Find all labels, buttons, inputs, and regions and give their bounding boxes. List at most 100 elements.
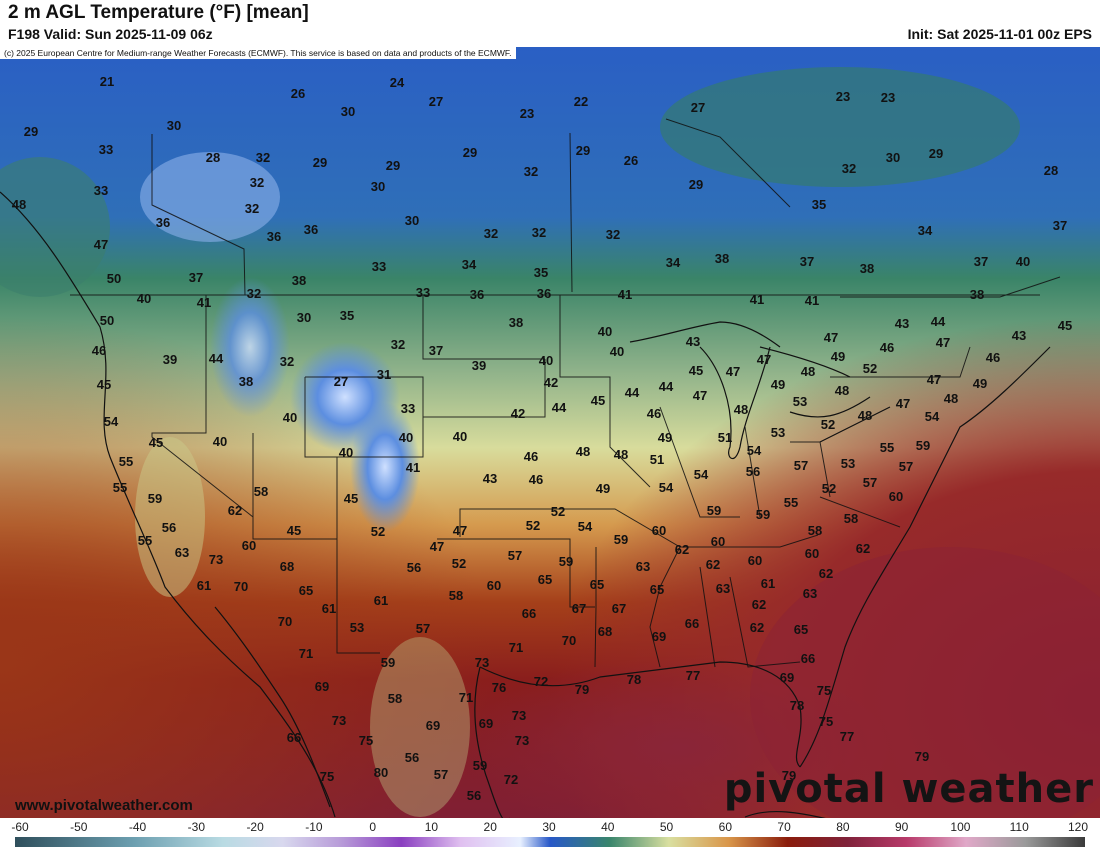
temperature-label: 36 xyxy=(537,286,551,301)
temperature-label: 48 xyxy=(614,447,628,462)
temperature-label: 46 xyxy=(880,340,894,355)
temperature-label: 60 xyxy=(652,523,666,538)
temperature-label: 40 xyxy=(539,353,553,368)
init-time: Init: Sat 2025-11-01 00z EPS xyxy=(907,26,1092,42)
temperature-label: 28 xyxy=(206,150,220,165)
temperature-label: 59 xyxy=(614,532,628,547)
temperature-label: 38 xyxy=(860,261,874,276)
colorbar-tick-label: 20 xyxy=(483,820,497,834)
temperature-label: 29 xyxy=(463,145,477,160)
temperature-label: 68 xyxy=(598,624,612,639)
temperature-label: 65 xyxy=(299,583,313,598)
temperature-label: 45 xyxy=(97,377,111,392)
temperature-map[interactable]: 21 29 30 26 24 27 30 23 22 27 23 23 33 28 32 29 29 29 29 26… xyxy=(0,47,1100,818)
temperature-label: 35 xyxy=(534,265,548,280)
temperature-label: 46 xyxy=(986,350,1000,365)
temperature-label: 58 xyxy=(388,691,402,706)
temperature-label: 52 xyxy=(863,361,877,376)
temperature-label: 57 xyxy=(899,459,913,474)
temperature-label: 39 xyxy=(472,358,486,373)
colorbar-tick-label: -50 xyxy=(70,820,88,834)
temperature-label: 75 xyxy=(359,733,373,748)
temperature-label: 48 xyxy=(858,408,872,423)
temperature-label: 45 xyxy=(149,435,163,450)
colorbar-tick-label: 80 xyxy=(836,820,850,834)
temperature-label: 31 xyxy=(377,367,391,382)
temperature-label: 29 xyxy=(313,155,327,170)
temperature-label: 66 xyxy=(801,651,815,666)
temperature-label: 66 xyxy=(685,616,699,631)
temperature-label: 61 xyxy=(374,593,388,608)
temperature-label: 30 xyxy=(167,118,181,133)
temperature-label: 53 xyxy=(771,425,785,440)
temperature-label: 32 xyxy=(250,175,264,190)
temperature-label: 37 xyxy=(800,254,814,269)
temperature-label: 79 xyxy=(915,749,929,764)
temperature-label: 40 xyxy=(137,291,151,306)
temperature-label: 53 xyxy=(350,620,364,635)
temperature-label: 56 xyxy=(407,560,421,575)
temperature-label: 56 xyxy=(746,464,760,479)
colorbar-tick-label: 30 xyxy=(542,820,556,834)
temperature-label: 46 xyxy=(524,449,538,464)
temperature-label: 49 xyxy=(771,377,785,392)
temperature-label: 26 xyxy=(291,86,305,101)
temperature-label: 47 xyxy=(430,539,444,554)
temperature-label: 37 xyxy=(189,270,203,285)
temperature-label: 58 xyxy=(254,484,268,499)
temperature-label: 73 xyxy=(515,733,529,748)
temperature-label: 38 xyxy=(970,287,984,302)
website-link[interactable]: www.pivotalweather.com xyxy=(15,797,193,814)
temperature-label: 48 xyxy=(835,383,849,398)
temperature-label: 60 xyxy=(889,489,903,504)
temperature-label: 36 xyxy=(267,229,281,244)
temperature-label: 33 xyxy=(416,285,430,300)
temperature-label: 27 xyxy=(334,374,348,389)
temperature-label: 60 xyxy=(805,546,819,561)
temperature-label: 32 xyxy=(247,286,261,301)
temperature-label: 37 xyxy=(1053,218,1067,233)
temperature-label: 47 xyxy=(94,237,108,252)
temperature-label: 63 xyxy=(803,586,817,601)
temperature-label: 39 xyxy=(163,352,177,367)
colorbar-legend: -60 -50 -40 -30 -20 -10 0 10 20 30 40 50 60 70 80 90 100… xyxy=(0,818,1100,850)
temperature-label: 38 xyxy=(239,374,253,389)
temperature-label: 59 xyxy=(148,491,162,506)
temperature-label: 70 xyxy=(234,579,248,594)
temperature-label: 45 xyxy=(344,491,358,506)
temperature-label: 69 xyxy=(479,716,493,731)
temperature-label: 54 xyxy=(747,443,762,458)
temperature-label: 52 xyxy=(822,481,836,496)
temperature-label: 65 xyxy=(538,572,552,587)
temperature-label: 41 xyxy=(750,292,764,307)
temperature-label: 65 xyxy=(650,582,664,597)
temperature-label: 45 xyxy=(689,363,703,378)
temperature-label: 66 xyxy=(287,730,301,745)
colorbar-tick-label: -30 xyxy=(187,820,205,834)
colorbar-tick-label: 110 xyxy=(1009,820,1029,834)
temperature-label: 49 xyxy=(658,430,672,445)
colorbar-tick-label: 120 xyxy=(1067,820,1089,834)
temperature-label: 29 xyxy=(24,124,38,139)
temperature-label: 44 xyxy=(625,385,640,400)
temperature-label: 36 xyxy=(156,215,170,230)
temperature-label: 79 xyxy=(575,682,589,697)
temperature-label: 41 xyxy=(618,287,632,302)
temperature-label: 34 xyxy=(918,223,933,238)
temperature-label: 40 xyxy=(339,445,353,460)
temperature-label: 46 xyxy=(529,472,543,487)
temperature-label: 29 xyxy=(386,158,400,173)
temperature-label: 26 xyxy=(624,153,638,168)
temperature-label: 33 xyxy=(94,183,108,198)
colorbar-tick-label: 100 xyxy=(950,820,971,834)
temperature-label: 27 xyxy=(691,100,705,115)
temperature-label: 28 xyxy=(1044,163,1058,178)
temperature-label: 47 xyxy=(824,330,838,345)
temperature-label: 75 xyxy=(320,769,334,784)
temperature-label: 62 xyxy=(752,597,766,612)
temperature-label: 41 xyxy=(805,293,819,308)
colorbar-tick-label: -20 xyxy=(246,820,264,834)
temperature-label: 43 xyxy=(895,316,909,331)
temperature-label: 47 xyxy=(453,523,467,538)
temperature-label: 54 xyxy=(694,467,709,482)
